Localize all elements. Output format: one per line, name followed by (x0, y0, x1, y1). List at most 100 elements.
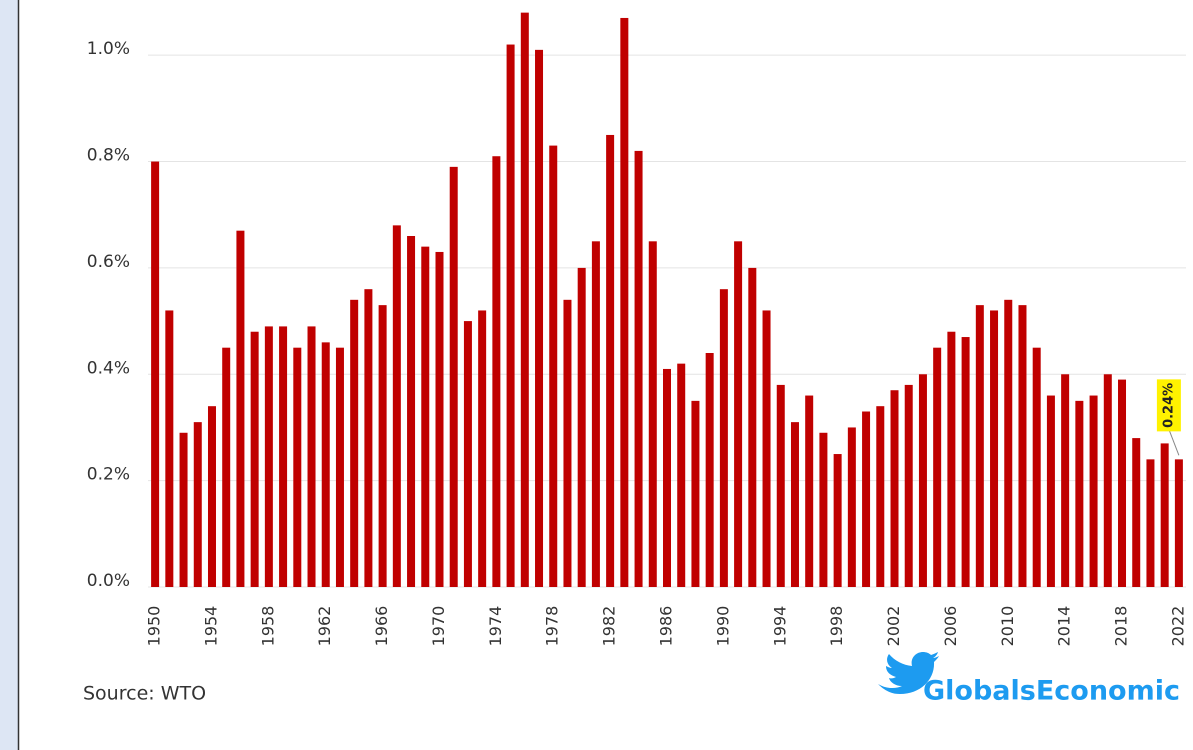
x-tick-label: 1986 (657, 606, 676, 647)
bar (577, 267, 586, 587)
bar (691, 400, 700, 587)
x-tick-label: 1962 (315, 606, 334, 647)
x-tick-label: 2018 (1112, 606, 1131, 647)
bar (890, 390, 899, 587)
bar (151, 161, 160, 587)
bar (606, 134, 615, 588)
bar (293, 347, 302, 587)
bar (705, 353, 714, 587)
data-label: 0.24% (1161, 383, 1176, 428)
y-tick-label: 0.0% (87, 571, 130, 591)
bar (364, 289, 373, 587)
bar (847, 427, 856, 587)
bar (1118, 379, 1127, 587)
bar (435, 251, 444, 588)
bar (378, 305, 387, 587)
bar (492, 156, 501, 587)
label-box (1156, 379, 1181, 432)
bar (719, 289, 728, 587)
x-tick-label: 2014 (1055, 606, 1074, 647)
bar (1103, 374, 1112, 587)
x-tick-label: 1954 (201, 606, 220, 647)
x-tick-label: 1982 (600, 606, 619, 647)
bar (307, 326, 316, 587)
y-tick-label: 0.4% (87, 358, 130, 378)
bar (862, 411, 871, 587)
x-tick-label: 1998 (827, 606, 846, 647)
bar (748, 267, 757, 587)
bar (279, 326, 288, 587)
x-tick-label: 1994 (770, 606, 789, 647)
bar (1132, 438, 1141, 587)
bar (264, 326, 273, 587)
bar (947, 331, 956, 587)
x-tick-label: 2006 (941, 606, 960, 647)
bar (663, 368, 671, 587)
x-tick-label: 1950 (145, 606, 164, 647)
bar (1160, 443, 1169, 587)
bar (677, 363, 686, 587)
x-tick-label: 1966 (372, 606, 391, 647)
bar (193, 422, 202, 587)
y-tick-label: 1.0% (87, 39, 130, 59)
bar (535, 49, 544, 587)
bar (1032, 347, 1041, 587)
bar (620, 17, 629, 588)
bar (734, 241, 743, 587)
y-tick-label: 0.6% (87, 252, 130, 272)
source: Source: WTO (83, 683, 206, 705)
x-tick-label: 2002 (884, 606, 903, 647)
bar (1146, 459, 1155, 587)
y-tick-label: 0.2% (87, 465, 130, 485)
bar (634, 150, 643, 587)
bar (236, 230, 245, 587)
x-tick-label: 1974 (486, 606, 505, 647)
bar (904, 384, 913, 587)
bar (478, 310, 487, 587)
bar (250, 331, 259, 587)
bar (520, 12, 529, 588)
bar (648, 241, 657, 587)
bar (449, 166, 458, 587)
bar (1018, 305, 1027, 587)
bar (463, 321, 472, 587)
bar (563, 299, 572, 587)
bar (207, 406, 216, 587)
bar (335, 347, 344, 587)
bar (776, 384, 785, 587)
bar (407, 236, 416, 587)
x-tick-label: 1978 (543, 606, 562, 647)
bar (421, 246, 430, 588)
bar (833, 454, 842, 587)
bar (1046, 395, 1055, 587)
bar (819, 432, 828, 587)
bar (918, 374, 927, 587)
bar (165, 310, 174, 587)
bar (975, 305, 984, 587)
bar (1061, 374, 1070, 587)
x-tick-label: 2022 (1168, 606, 1187, 647)
bar (762, 310, 771, 587)
x-tick-label: 1990 (713, 606, 732, 647)
bar (591, 241, 600, 587)
bird-icon (878, 652, 939, 694)
label-leader (1168, 429, 1180, 456)
bar (961, 337, 970, 587)
x-tick-label: 1970 (429, 606, 448, 647)
bar (350, 299, 359, 587)
brand: GlobalsEconomic (923, 676, 1180, 707)
side-strip (0, 0, 18, 750)
bar (179, 432, 188, 587)
y-tick-label: 0.8% (87, 146, 130, 166)
bar (321, 342, 330, 587)
bar (805, 395, 814, 587)
bar (392, 225, 401, 587)
bar (1174, 459, 1183, 587)
bar (1089, 395, 1098, 587)
bar (1075, 400, 1084, 587)
x-tick-label: 2010 (998, 606, 1017, 647)
bar (933, 347, 942, 587)
bar (790, 422, 799, 587)
